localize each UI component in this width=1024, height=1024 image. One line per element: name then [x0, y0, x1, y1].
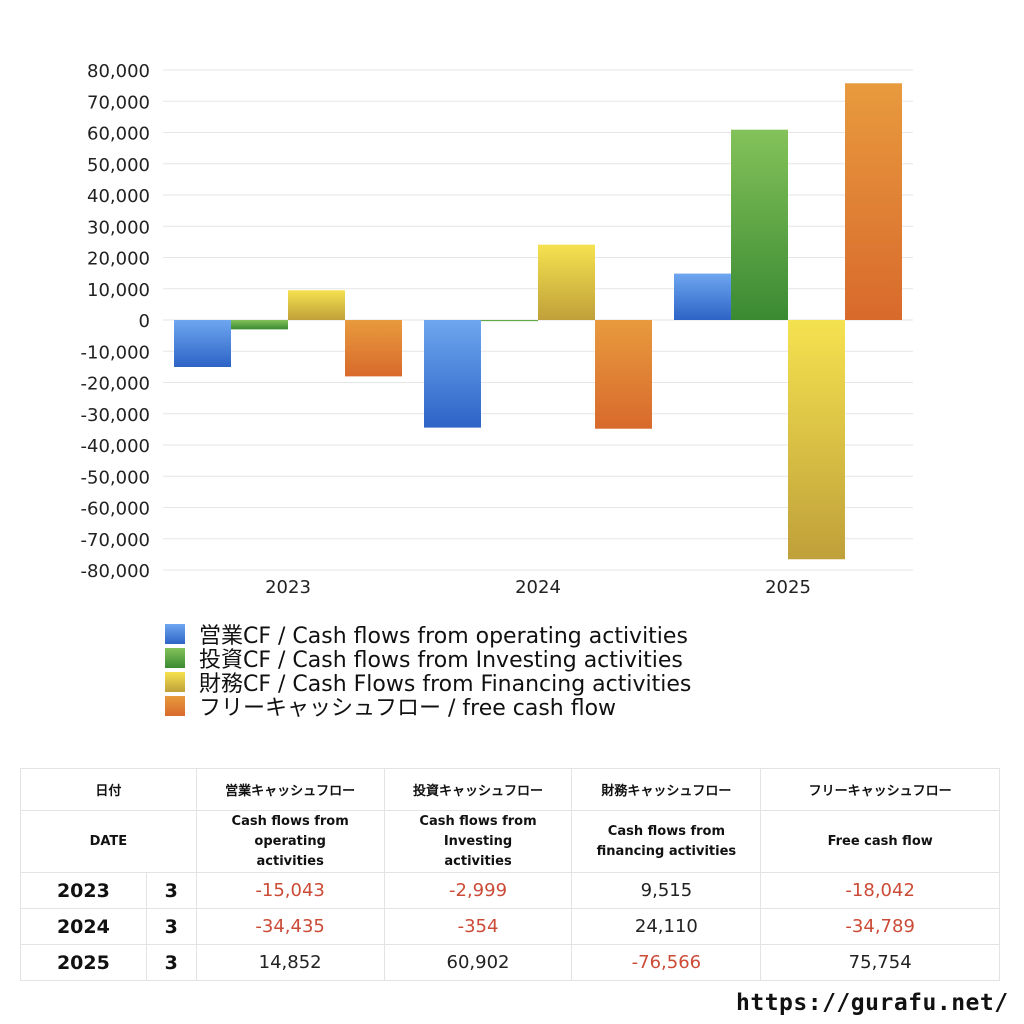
legend-swatch-operating: [165, 624, 185, 644]
legend-label-financing: 財務CF / Cash Flows from Financing activit…: [199, 672, 692, 697]
legend: 営業CF / Cash flows from operating activit…: [165, 622, 691, 721]
y-tick-label: -50,000: [81, 467, 150, 488]
bars: [174, 83, 902, 560]
bar: [731, 129, 788, 320]
y-tick-label: 60,000: [87, 124, 150, 145]
cell-free-cash-flow: -18,042: [760, 872, 1000, 909]
row-year: 2024: [20, 908, 147, 945]
row-month: 3: [145, 944, 197, 981]
table-row: 2023 3 -15,043 -2,999 9,515 -18,042: [20, 872, 1000, 909]
x-tick-label: 2025: [765, 577, 811, 598]
x-tick-label: 2023: [265, 577, 311, 598]
cell-operating: -34,435: [195, 908, 385, 945]
header-investing-jp: 投資キャッシュフロー: [383, 768, 573, 811]
legend-item-investing: 投資CF / Cash flows from Investing activit…: [165, 646, 691, 673]
y-tick-label: 10,000: [87, 280, 150, 301]
y-tick-label: -60,000: [81, 499, 150, 520]
cell-free-cash-flow: 75,754: [760, 944, 1000, 981]
bar: [674, 273, 731, 320]
row-month: 3: [145, 872, 197, 909]
header-financing-jp: 財務キャッシュフロー: [571, 768, 762, 811]
header-date-jp: 日付: [20, 768, 197, 811]
bar: [788, 320, 845, 560]
legend-label-investing: 投資CF / Cash flows from Investing activit…: [199, 648, 683, 673]
bar: [538, 244, 595, 320]
row-year: 2025: [20, 944, 147, 981]
bar: [595, 320, 652, 429]
header-date-en: DATE: [20, 810, 197, 873]
y-tick-label: 20,000: [87, 249, 150, 270]
y-tick-label: -20,000: [81, 374, 150, 395]
table-row: 2025 3 14,852 60,902 -76,566 75,754: [20, 944, 1000, 981]
header-operating-en: Cash flows from operating activities: [195, 810, 385, 873]
legend-swatch-financing: [165, 672, 185, 692]
header-financing-en: Cash flows from financing activities: [571, 810, 762, 873]
header-operating-en-text: Cash flows from operating activities: [231, 813, 349, 869]
bar: [288, 290, 345, 320]
cell-operating: 14,852: [195, 944, 385, 981]
table-header-en: DATE Cash flows from operating activitie…: [20, 810, 1000, 873]
site-url: https://gurafu.net/: [736, 990, 1009, 1016]
y-tick-label: 40,000: [87, 186, 150, 207]
cell-financing: 24,110: [571, 908, 762, 945]
cell-investing: 60,902: [383, 944, 573, 981]
cell-investing: -354: [383, 908, 573, 945]
bar: [231, 320, 288, 330]
x-axis-tick-labels: 2023 2024 2025: [265, 577, 811, 598]
bar: [345, 320, 402, 377]
cell-investing: -2,999: [383, 872, 573, 909]
y-tick-label: 30,000: [87, 217, 150, 238]
y-tick-label: -80,000: [81, 561, 150, 582]
cash-flow-table: 日付 営業キャッシュフロー 投資キャッシュフロー 財務キャッシュフロー フリーキ…: [20, 768, 1000, 981]
y-tick-label: -40,000: [81, 436, 150, 457]
bar: [481, 320, 538, 322]
row-month: 3: [145, 908, 197, 945]
y-tick-label: 70,000: [87, 92, 150, 113]
legend-item-financing: 財務CF / Cash Flows from Financing activit…: [165, 670, 691, 697]
header-financing-en-text: Cash flows from financing activities: [596, 823, 737, 859]
legend-swatch-free-cash-flow: [165, 696, 185, 716]
y-tick-label: -30,000: [81, 405, 150, 426]
legend-item-free-cash-flow: フリーキャッシュフロー / free cash flow: [165, 694, 691, 721]
legend-swatch-investing: [165, 648, 185, 668]
header-investing-en-text: Cash flows from Investing activities: [419, 813, 537, 869]
bar: [174, 320, 231, 368]
y-tick-label: -10,000: [81, 342, 150, 363]
header-operating-jp: 営業キャッシュフロー: [195, 768, 385, 811]
y-tick-label: 0: [139, 311, 150, 332]
y-tick-label: 80,000: [87, 61, 150, 82]
y-axis-tick-labels: -80,000 -70,000 -60,000 -50,000 -40,000 -30,0…: [81, 61, 150, 582]
legend-item-operating: 営業CF / Cash flows from operating activit…: [165, 622, 691, 649]
table-header-jp: 日付 営業キャッシュフロー 投資キャッシュフロー 財務キャッシュフロー フリーキ…: [20, 768, 1000, 811]
cell-operating: -15,043: [195, 872, 385, 909]
header-free-cash-flow-en: Free cash flow: [760, 810, 1000, 873]
row-year: 2023: [20, 872, 147, 909]
y-tick-label: -70,000: [81, 530, 150, 551]
x-tick-label: 2024: [515, 577, 561, 598]
bar: [424, 320, 481, 428]
cell-financing: 9,515: [571, 872, 762, 909]
cell-financing: -76,566: [571, 944, 762, 981]
header-free-cash-flow-jp: フリーキャッシュフロー: [760, 768, 1000, 811]
cash-flow-bar-chart: -80,000 -70,000 -60,000 -50,000 -40,000 -30,0…: [81, 61, 913, 598]
bar: [845, 83, 902, 320]
y-tick-label: 50,000: [87, 155, 150, 176]
table-row: 2024 3 -34,435 -354 24,110 -34,789: [20, 908, 1000, 945]
header-investing-en: Cash flows from Investing activities: [383, 810, 573, 873]
legend-label-free-cash-flow: フリーキャッシュフロー / free cash flow: [199, 696, 617, 721]
cell-free-cash-flow: -34,789: [760, 908, 1000, 945]
legend-label-operating: 営業CF / Cash flows from operating activit…: [199, 624, 688, 649]
